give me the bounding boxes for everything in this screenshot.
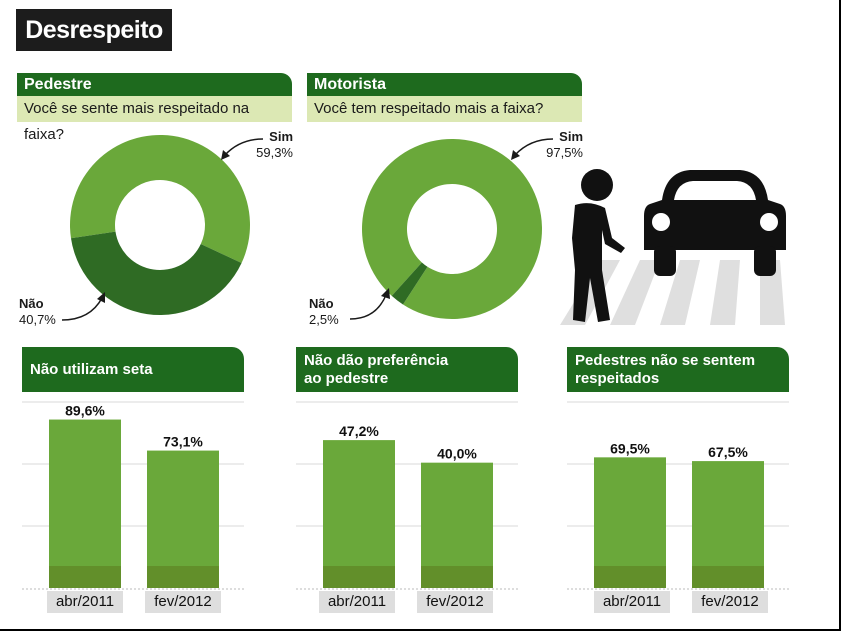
- bar-value-label-1: 69,5%: [610, 440, 650, 456]
- bar-value-label-2: 67,5%: [708, 444, 748, 460]
- bar-chart-1: 89,6% 73,1%: [22, 401, 244, 590]
- bar-chart-2-category-2: fev/2012: [417, 591, 493, 613]
- bar-1: [49, 419, 121, 588]
- bar-chart-1-category-1: abr/2011: [47, 591, 123, 613]
- pedestre-no-arrow: [61, 292, 105, 321]
- bar-chart-2-category-1: abr/2011: [319, 591, 395, 613]
- pedestrian-car-illustration: [560, 169, 786, 325]
- bar-panel-3-title: Pedestres não se sentem respeitados: [575, 351, 756, 387]
- bar-base-shade: [49, 566, 121, 588]
- pedestre-yes-value: 59,3%: [256, 145, 293, 160]
- bar-value-label-2: 40,0%: [437, 446, 477, 462]
- bar-panel-1-header: Não utilizam seta: [22, 347, 244, 392]
- motorista-donut-chart: [361, 138, 542, 319]
- bar-1: [323, 440, 395, 588]
- motorista-no-value: 2,5%: [309, 312, 339, 327]
- donut-slice-nao: [70, 231, 242, 315]
- motorista-yes-label: Sim 97,5%: [538, 129, 583, 161]
- motorista-yes-value: 97,5%: [546, 145, 583, 160]
- bar-base-shade: [692, 566, 764, 588]
- motorista-question: Você tem respeitado mais a faixa?: [307, 96, 582, 122]
- pedestre-no-value: 40,7%: [19, 312, 56, 327]
- pedestre-header: Pedestre: [17, 73, 292, 96]
- motorista-no-name: Não: [309, 296, 334, 311]
- bar-chart-2: 47,2% 40,0%: [296, 401, 518, 590]
- bar-panel-1-title: Não utilizam seta: [30, 360, 153, 378]
- bar-chart-1-category-2: fev/2012: [145, 591, 221, 613]
- pedestre-yes-name: Sim: [269, 129, 293, 144]
- pedestre-yes-arrow: [221, 138, 264, 160]
- donut-slice-nao: [391, 262, 428, 305]
- motorista-header: Motorista: [307, 73, 582, 96]
- motorista-no-label: Não 2,5%: [309, 296, 339, 328]
- bar-value-label-1: 89,6%: [65, 403, 105, 419]
- car-icon: [644, 170, 786, 276]
- pedestre-yes-label: Sim 59,3%: [248, 129, 293, 161]
- motorista-yes-name: Sim: [559, 129, 583, 144]
- pedestre-donut-chart: [69, 134, 251, 315]
- bar-2: [147, 450, 219, 588]
- bar-panel-2-header: Não dão preferência ao pedestre: [296, 347, 518, 392]
- pedestrian-icon: [572, 169, 625, 322]
- bar-base-shade: [594, 566, 666, 588]
- bar-chart-3-category-1: abr/2011: [594, 591, 670, 613]
- bar-panel-2-title: Não dão preferência ao pedestre: [304, 351, 449, 387]
- pedestre-no-name: Não: [19, 296, 44, 311]
- motorista-no-arrow: [349, 288, 390, 320]
- bar-base-shade: [421, 566, 493, 588]
- pedestre-question: Você se sente mais respeitado na faixa?: [17, 96, 292, 143]
- bar-base-shade: [147, 566, 219, 588]
- bar-chart-3-category-2: fev/2012: [692, 591, 768, 613]
- pedestre-no-label: Não 40,7%: [19, 296, 56, 328]
- bar-value-label-1: 47,2%: [339, 423, 379, 439]
- bar-chart-3: 69,5% 67,5%: [567, 401, 789, 590]
- motorista-yes-arrow: [511, 138, 554, 160]
- donut-slice-sim: [361, 138, 542, 319]
- bar-base-shade: [323, 566, 395, 588]
- bar-value-label-2: 73,1%: [163, 434, 203, 450]
- page-title: Desrespeito: [16, 9, 172, 51]
- donut-slice-sim: [69, 134, 251, 264]
- bar-panel-3-header: Pedestres não se sentem respeitados: [567, 347, 789, 392]
